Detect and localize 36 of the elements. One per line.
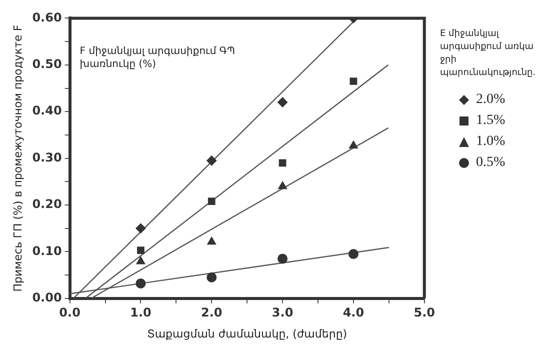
- x-tick-label: 0.0: [59, 306, 80, 320]
- point: [348, 249, 358, 260]
- point: [278, 97, 288, 108]
- y-tick-label: 0.00: [32, 290, 62, 305]
- x-tick-label: 2.0: [201, 306, 222, 320]
- point: [350, 78, 358, 85]
- point: [206, 156, 217, 166]
- point: [207, 236, 216, 245]
- x-tick-label: 1.0: [130, 306, 152, 320]
- x-axis-title: Տաքացման ժամանակը, (ժամերը): [147, 327, 348, 340]
- point: [137, 246, 144, 254]
- y-tick-label: 0.60: [32, 10, 62, 24]
- x-tick-label: 4.0: [342, 306, 364, 320]
- point: [136, 223, 146, 234]
- point: [349, 140, 358, 148]
- y-tick-label: 0.50: [32, 57, 62, 72]
- y-axis-title: Примесь ГП (%) в промежуточном продукте F: [11, 24, 24, 292]
- x-tick-label: 3.0: [272, 306, 294, 320]
- point: [208, 198, 216, 205]
- point: [278, 181, 287, 190]
- legend-label: 1.5%: [476, 113, 506, 129]
- point: [136, 278, 146, 288]
- legend-title: E միջանկյալ արգասիքում առկա ջրի պարունակությունը.: [440, 28, 537, 80]
- point: [206, 272, 217, 282]
- annotation: F միջանկյալ արգասիքում ԳՊ խառնուկը (%): [80, 46, 235, 70]
- legend-label: 1.0%: [476, 134, 506, 150]
- point: [278, 159, 286, 167]
- y-tick-label: 0.30: [32, 150, 62, 164]
- y-tick-label: 0.40: [32, 104, 62, 118]
- y-tick-label: 0.10: [32, 244, 62, 258]
- y-tick-label: 0.20: [32, 197, 62, 212]
- x-tick-label: 5.0: [414, 306, 436, 320]
- legend-label: 0.5%: [476, 155, 506, 171]
- point: [136, 256, 146, 264]
- point: [278, 254, 288, 264]
- legend-label: 2.0%: [476, 92, 506, 108]
